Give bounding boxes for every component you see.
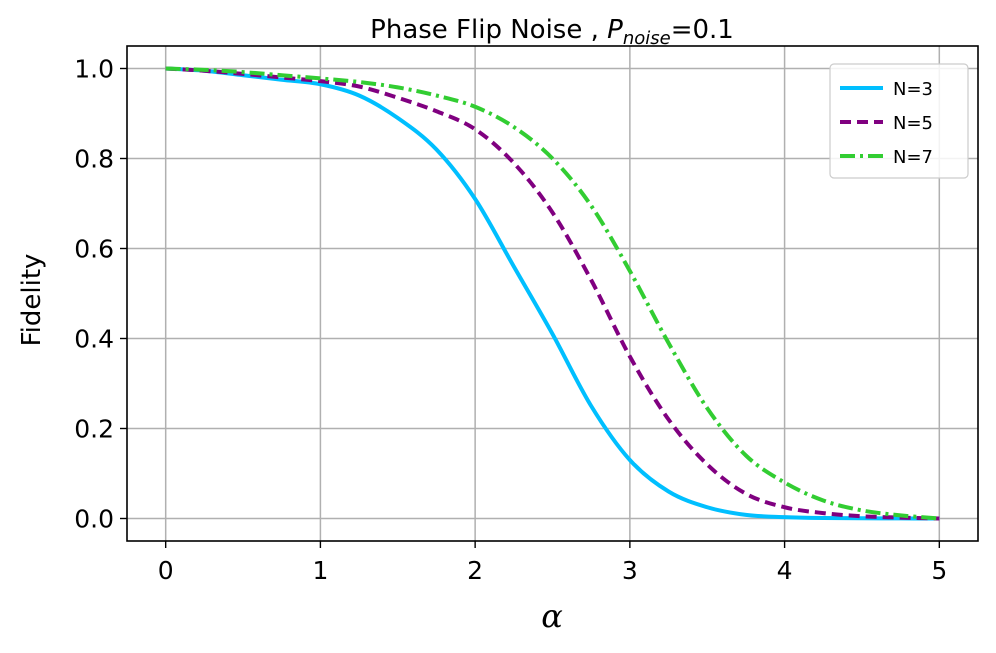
series-line-3 xyxy=(165,66,940,521)
y-tick-label: 0.4 xyxy=(74,325,114,354)
y-tick-label: 1.0 xyxy=(74,55,114,84)
legend-label-3: N=7 xyxy=(893,147,933,168)
y-tick-label: 0.6 xyxy=(74,235,114,264)
series-layer xyxy=(165,66,940,521)
series-line-1 xyxy=(165,66,940,521)
legend: N=3 N=5 N=7 xyxy=(829,63,969,179)
x-ticks: 0 1 2 3 4 5 xyxy=(158,541,947,585)
y-tick-label: 0.0 xyxy=(74,505,114,534)
title-suffix: =0.1 xyxy=(671,15,734,45)
title-prefix: Phase Flip Noise , xyxy=(370,15,607,45)
legend-box xyxy=(829,63,969,179)
title-subscript: noise xyxy=(623,28,671,49)
x-tick-label: 2 xyxy=(467,556,483,585)
y-axis-label: Fidelity xyxy=(17,254,47,347)
y-ticks: 0.0 0.2 0.4 0.6 0.8 1.0 xyxy=(74,55,127,534)
series-line-2 xyxy=(165,66,940,521)
x-tick-label: 5 xyxy=(931,556,947,585)
y-tick-label: 0.2 xyxy=(74,415,114,444)
chart-title: Phase Flip Noise , Pnoise=0.1 xyxy=(370,15,734,49)
x-tick-label: 1 xyxy=(312,556,328,585)
x-tick-label: 4 xyxy=(777,556,793,585)
title-symbol: P xyxy=(607,15,623,45)
plot-frame xyxy=(126,45,979,542)
x-tick-label: 3 xyxy=(622,556,638,585)
y-tick-label: 0.8 xyxy=(74,145,114,174)
legend-label-2: N=5 xyxy=(893,113,933,134)
legend-label-1: N=3 xyxy=(893,79,933,100)
x-axis-label: α xyxy=(541,597,563,635)
x-tick-label: 0 xyxy=(158,556,174,585)
